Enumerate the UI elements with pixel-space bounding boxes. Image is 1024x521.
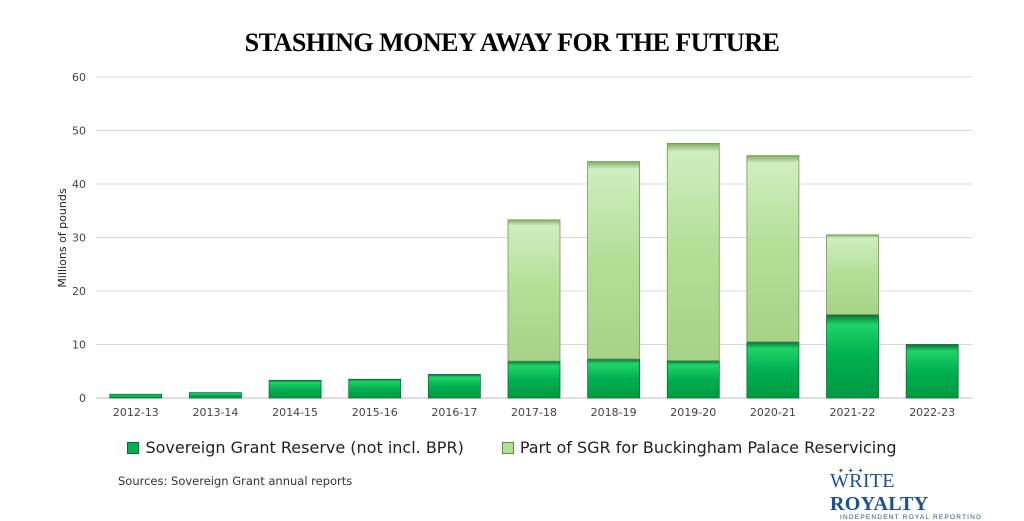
legend-swatch-bpr [501,441,514,454]
bar-reserve-2020-21 [746,341,800,399]
x-tick-label: 2013-14 [192,406,238,419]
bar-reserve-2015-16 [348,378,402,399]
x-tick-label: 2015-16 [352,406,398,419]
legend-label-reserve: Sovereign Grant Reserve (not incl. BPR) [145,438,464,457]
x-axis: 2012-13 2013-14 2014-15 2015-16 2016-17 2017-… [113,406,955,419]
x-tick-label: 2019-20 [670,406,716,419]
y-tick-label: 40 [72,178,86,191]
y-tick-label: 0 [79,392,86,405]
bar-reserve-2019-20 [666,360,720,399]
legend-label-bpr: Part of SGR for Buckingham Palace Reserv… [519,438,897,457]
logo: ✦ ✦ ✦ WRITE ROYALTY INDEPENDENT ROYAL RE… [818,468,998,521]
x-tick-label: 2018-19 [591,406,637,419]
y-axis: 0 10 20 30 40 50 60 [72,71,86,405]
bar-reserve-2016-17 [427,374,481,399]
legend-item-reserve: Sovereign Grant Reserve (not incl. BPR) [127,438,464,457]
bar-reserve-2014-15 [268,379,322,399]
bar-reserve-2021-22 [826,314,879,399]
bar-reserve-2018-19 [587,358,641,399]
bar-reserve-2012-13 [109,393,163,399]
chart-title: STASHING MONEY AWAY FOR THE FUTURE [244,28,780,57]
y-tick-label: 20 [72,285,86,298]
bar-bpr-2021-22 [826,234,879,315]
legend-item-bpr: Part of SGR for Buckingham Palace Reserv… [501,438,897,457]
bar-bpr-2019-20 [666,142,720,361]
crown-icon: ✦ ✦ ✦ [838,468,865,475]
y-tick-label: 50 [72,125,86,138]
bars [109,142,959,399]
legend-swatch-reserve [127,441,140,454]
bar-reserve-2022-23 [905,344,959,399]
bar-bpr-2018-19 [587,161,641,360]
legend: Sovereign Grant Reserve (not incl. BPR) … [0,438,1024,457]
y-tick-label: 30 [72,232,86,245]
logo-word-write: WRITE [830,470,895,492]
sources-note: Sources: Sovereign Grant annual reports [118,474,353,488]
y-axis-label: Millions of pounds [56,188,69,287]
y-tick-label: 10 [72,339,86,352]
x-tick-label: 2021-22 [830,406,876,419]
x-tick-label: 2014-15 [272,406,318,419]
logo-tagline: INDEPENDENT ROYAL REPORTING [840,514,983,521]
x-tick-label: 2022-23 [909,406,955,419]
x-tick-label: 2012-13 [113,406,159,419]
logo-word-royalty: ROYALTY [830,493,929,515]
bar-bpr-2017-18 [507,219,561,362]
bar-reserve-2013-14 [189,392,242,399]
bar-reserve-2017-18 [507,360,561,399]
logo-wordmark: WRITE ROYALTY [830,470,998,516]
x-tick-label: 2020-21 [750,406,796,419]
y-tick-label: 60 [72,71,86,84]
x-tick-label: 2016-17 [431,406,477,419]
bar-bpr-2020-21 [746,155,800,343]
x-tick-label: 2017-18 [511,406,557,419]
